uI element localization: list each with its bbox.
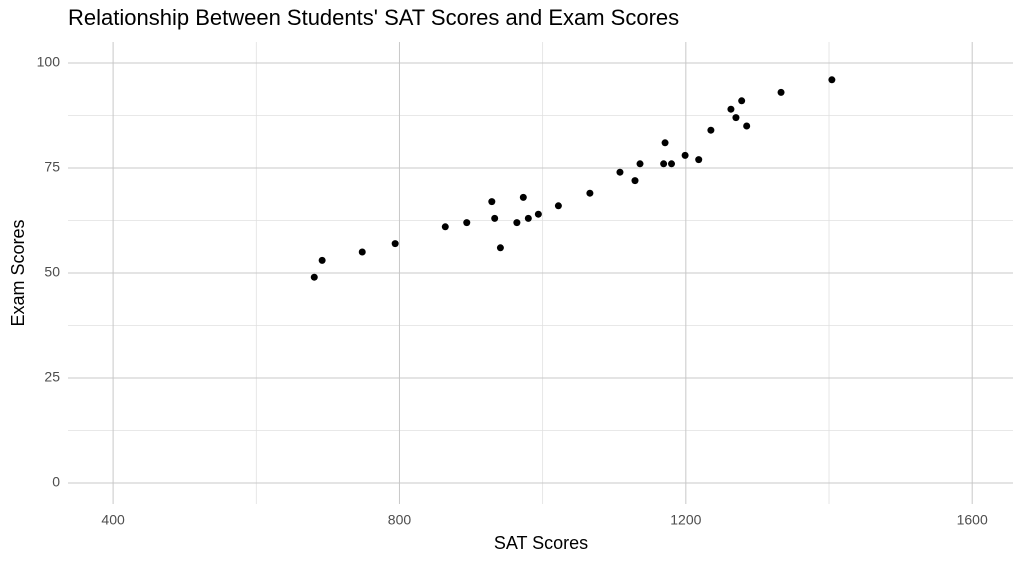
point (391, 240, 399, 248)
point (524, 214, 532, 222)
x-tick-label: 1200 (670, 512, 701, 528)
y-tick-label: 75 (44, 159, 60, 175)
point (491, 214, 499, 222)
x-tick-label: 1600 (957, 512, 988, 528)
point (441, 223, 449, 231)
x-tick-label: 800 (388, 512, 412, 528)
point (358, 248, 366, 256)
point (534, 210, 542, 218)
point (707, 126, 715, 134)
point (695, 156, 703, 164)
y-tick-label: 0 (52, 474, 60, 490)
point (310, 273, 318, 281)
x-tick-label: 400 (101, 512, 125, 528)
point (616, 168, 624, 176)
point (732, 114, 740, 122)
point (777, 88, 785, 96)
point (636, 160, 644, 168)
x-axis-title: SAT Scores (494, 533, 588, 553)
point (743, 122, 751, 130)
chart-title: Relationship Between Students' SAT Score… (68, 5, 679, 30)
point (463, 219, 471, 227)
point (519, 193, 527, 201)
point (828, 76, 836, 84)
point (586, 189, 594, 197)
point (631, 177, 639, 185)
y-axis-title: Exam Scores (8, 219, 28, 326)
point (727, 105, 735, 113)
point (513, 219, 521, 227)
point (668, 160, 676, 168)
y-tick-label: 100 (37, 54, 61, 70)
point (496, 244, 504, 252)
y-tick-label: 25 (44, 369, 60, 385)
point (554, 202, 562, 210)
point (488, 198, 496, 206)
point (660, 160, 668, 168)
y-tick-label: 50 (44, 264, 60, 280)
point (681, 151, 689, 159)
point (661, 139, 669, 147)
point (738, 97, 746, 105)
point (318, 256, 326, 264)
